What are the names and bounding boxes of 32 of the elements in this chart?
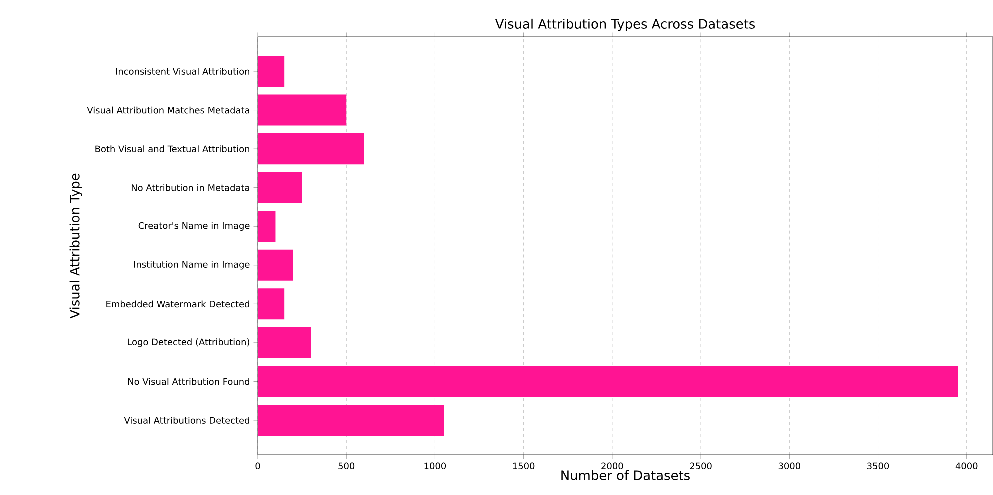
bar	[258, 94, 347, 126]
y-tick-label: Embedded Watermark Detected	[106, 300, 250, 308]
bar	[258, 211, 276, 242]
bar	[258, 134, 364, 165]
y-tick-label: Both Visual and Textual Attribution	[96, 146, 250, 153]
y-tick-label: Logo Detected (Attribution)	[128, 338, 250, 348]
y-tick-label: Inconsistent Visual Attribution	[116, 68, 250, 75]
bar	[258, 172, 302, 204]
bar	[258, 56, 285, 88]
y-tick-label: Visual Attribution Matches Metadata	[87, 106, 250, 114]
x-tick-label: 1500	[513, 462, 535, 470]
x-tick-label: 500	[338, 462, 355, 470]
x-tick-label: 4000	[956, 462, 978, 470]
x-tick-label: 3000	[778, 462, 800, 470]
y-tick-label: No Attribution in Metadata	[132, 184, 250, 192]
bar	[258, 327, 312, 358]
y-tick-label: No Visual Attribution Found	[128, 378, 250, 386]
x-tick-label: 3500	[868, 462, 890, 470]
x-axis-title: Number of Datasets	[562, 470, 690, 480]
bar	[258, 366, 958, 398]
x-tick-label: 2500	[690, 462, 712, 470]
bar	[258, 288, 285, 320]
y-tick-label: Creator's Name in Image	[138, 222, 250, 231]
y-tick-label: Visual Attributions Detected	[124, 417, 250, 424]
x-tick-label: 2000	[602, 462, 624, 470]
bar	[258, 250, 294, 281]
bar	[258, 404, 444, 436]
y-tick-label: Institution Name in Image	[134, 261, 250, 270]
x-tick-label: 1000	[424, 462, 446, 470]
y-axis-title: Visual Attribution Type	[70, 174, 82, 319]
x-tick-label: 0	[256, 462, 260, 470]
chart-title: Visual Attribution Types Across Datasets	[495, 18, 756, 32]
